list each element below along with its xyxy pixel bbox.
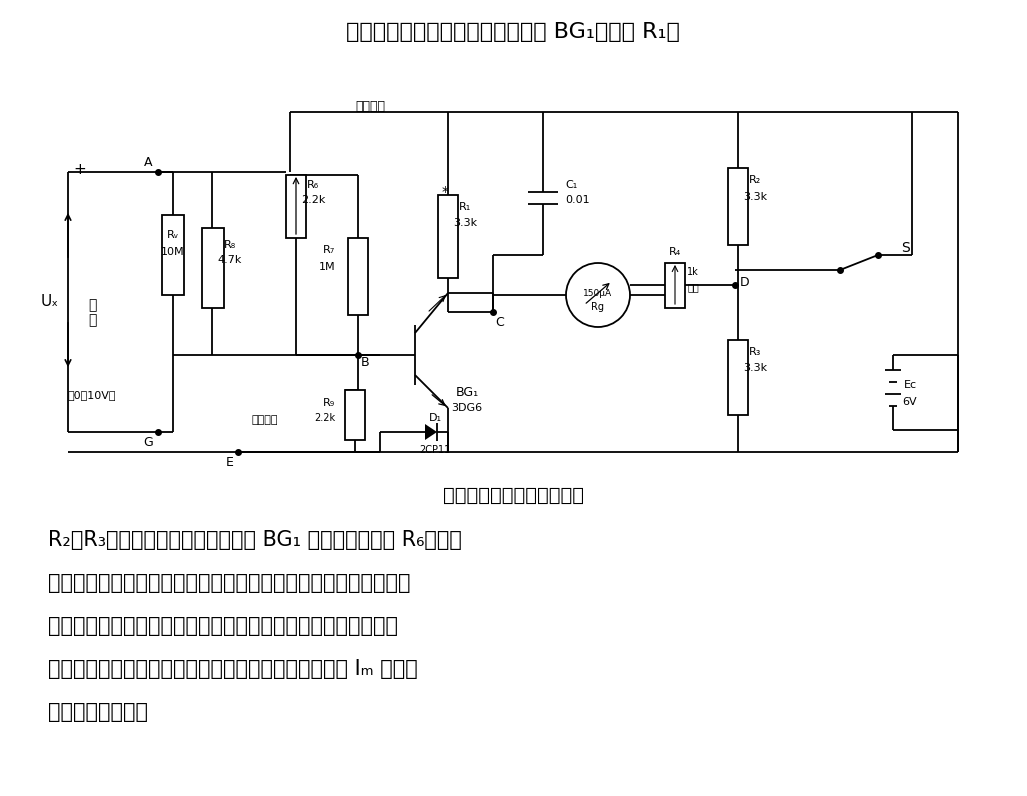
- Text: S: S: [901, 241, 909, 255]
- Bar: [286, 175, 306, 238]
- Bar: [345, 390, 365, 440]
- Bar: [438, 195, 458, 278]
- Text: *: *: [442, 185, 449, 199]
- Text: Rg: Rg: [592, 302, 605, 312]
- Text: R₈: R₈: [224, 240, 236, 250]
- Text: Uₓ: Uₓ: [41, 295, 59, 310]
- Bar: [728, 340, 748, 415]
- Text: D₁: D₁: [428, 413, 442, 423]
- Text: R₇: R₇: [322, 245, 335, 255]
- Text: R₉: R₉: [322, 398, 335, 408]
- Text: R₃: R₃: [749, 347, 761, 357]
- Text: E: E: [226, 455, 234, 469]
- Text: 1M: 1M: [318, 262, 335, 272]
- Text: 2CP11: 2CP11: [419, 445, 451, 455]
- Text: 桥平衡，表头读数为零。当在电路的输入端接上被测电压信号时，: 桥平衡，表头读数为零。当在电路的输入端接上被测电压信号时，: [48, 573, 411, 593]
- Polygon shape: [425, 424, 438, 440]
- Text: D: D: [740, 275, 750, 288]
- Text: 设置在其特性曲线线性区域的起点，则流过表头的电流 Iₘ 与被测: 设置在其特性曲线线性区域的起点，则流过表头的电流 Iₘ 与被测: [48, 659, 418, 679]
- Text: 开路调零: 开路调零: [355, 100, 385, 114]
- Text: B: B: [360, 356, 370, 369]
- Text: 6V: 6V: [903, 397, 917, 407]
- Bar: [665, 263, 685, 308]
- Text: 10M: 10M: [161, 247, 185, 257]
- Text: R₁: R₁: [459, 202, 471, 212]
- Bar: [348, 238, 368, 315]
- Text: 电桥失去平衡，表头便有电流流过。如果使晶体管的起始工作点: 电桥失去平衡，表头便有电流流过。如果使晶体管的起始工作点: [48, 616, 398, 636]
- Text: C: C: [496, 315, 504, 329]
- Text: A: A: [144, 155, 152, 169]
- Text: （0～10V）: （0～10V）: [68, 390, 116, 400]
- Bar: [728, 168, 748, 245]
- Bar: [202, 228, 224, 308]
- Text: Rᵥ: Rᵥ: [166, 230, 179, 240]
- Text: 闭路调零: 闭路调零: [252, 415, 278, 425]
- Text: 输: 输: [88, 298, 97, 312]
- Text: 4.7k: 4.7k: [218, 255, 242, 265]
- Bar: [162, 215, 184, 295]
- Circle shape: [566, 263, 630, 327]
- Text: 0.01: 0.01: [565, 195, 589, 205]
- Text: R₄: R₄: [669, 247, 681, 257]
- Text: G: G: [143, 436, 153, 450]
- Text: C₁: C₁: [565, 180, 577, 190]
- Text: 校正: 校正: [687, 282, 699, 292]
- Text: R₂: R₂: [749, 175, 761, 185]
- Text: +: +: [74, 162, 86, 178]
- Text: 2.2k: 2.2k: [314, 413, 335, 423]
- Text: Eᴄ: Eᴄ: [904, 380, 916, 390]
- Text: 3DG6: 3DG6: [452, 403, 483, 413]
- Text: 1k: 1k: [687, 267, 699, 277]
- Text: 3.3k: 3.3k: [743, 363, 767, 373]
- Text: BG₁: BG₁: [455, 385, 479, 399]
- Text: 2.2k: 2.2k: [301, 195, 326, 205]
- Text: 150μA: 150μA: [583, 288, 612, 298]
- Text: 入: 入: [88, 313, 97, 327]
- Text: 3.3k: 3.3k: [743, 192, 767, 202]
- Text: 简单的单管直流电压表电路: 简单的单管直流电压表电路: [443, 486, 583, 505]
- Text: 是单管桥式直流电压表。由晶体管 BG₁、电阻 R₁、: 是单管桥式直流电压表。由晶体管 BG₁、电阻 R₁、: [346, 22, 680, 42]
- Text: 3.3k: 3.3k: [453, 218, 478, 228]
- Text: R₆: R₆: [307, 180, 319, 190]
- Text: R₂、R₃分别组成电桥的四臂。调节 BG₁ 的基极偏置电阻 R₆，使电: R₂、R₃分别组成电桥的四臂。调节 BG₁ 的基极偏置电阻 R₆，使电: [48, 530, 462, 550]
- Text: 输入电压成正比。: 输入电压成正比。: [48, 702, 148, 722]
